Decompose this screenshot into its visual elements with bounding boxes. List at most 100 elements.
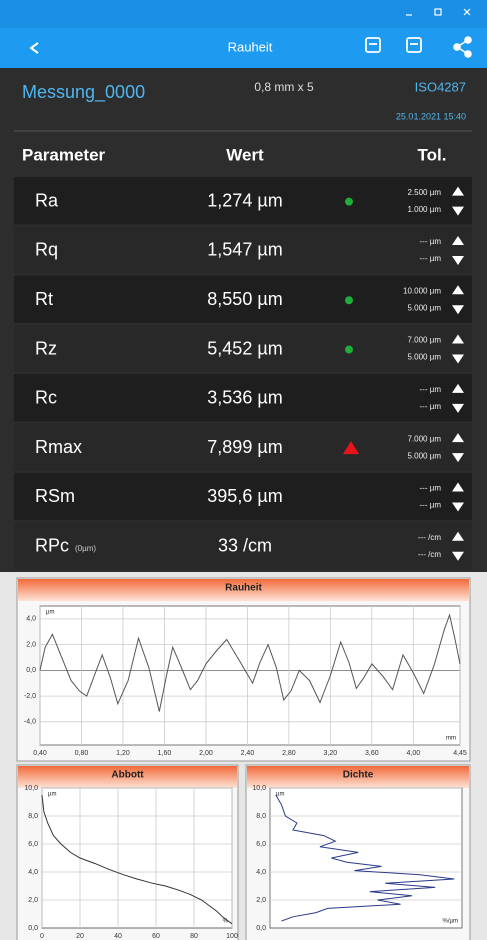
upper-arrow[interactable] [452, 433, 464, 443]
upper-arrow[interactable] [452, 383, 464, 393]
parameter-value: 7,899 µm [207, 437, 282, 457]
tolerance-lower: --- µm [420, 254, 442, 263]
tolerance-lower: 1.000 µm [407, 205, 441, 214]
data-line [41, 794, 233, 925]
y-tick-label: 10,0 [252, 785, 266, 792]
parameter-value: 395,6 µm [207, 486, 282, 506]
tolerance-upper: 7.000 µm [407, 434, 441, 443]
x-tick-label: 1,60 [158, 750, 172, 757]
chart-header [18, 579, 469, 601]
table-row [14, 226, 472, 274]
back-button[interactable] [29, 42, 39, 54]
nav-title: Rauheit [228, 39, 273, 54]
tolerance-upper: 10.000 µm [403, 286, 441, 295]
y-tick-label: 4,0 [28, 869, 38, 876]
y-tick-label: 0,0 [28, 925, 38, 932]
chart-header [247, 766, 469, 788]
y-unit: µm [48, 792, 56, 798]
x-unit: %/µm [443, 919, 458, 925]
column-header: Tol. [418, 145, 447, 164]
y-tick-label: 8,0 [256, 813, 266, 820]
parameter-name: Ra [35, 190, 59, 210]
parameter-name: RSm [35, 486, 75, 506]
x-tick-label: 0,80 [75, 750, 89, 757]
upper-arrow[interactable] [452, 531, 464, 541]
parameter-value: 1,547 µm [207, 240, 282, 260]
chart-title: Rauheit [225, 583, 262, 594]
x-tick-label: 2,80 [282, 750, 296, 757]
upper-arrow[interactable] [452, 482, 464, 492]
x-tick-label: 4,00 [407, 750, 421, 757]
y-unit: µm [276, 792, 284, 798]
table-row [14, 275, 472, 323]
tolerance-lower: --- /cm [418, 550, 441, 559]
x-tick-label: 80 [190, 933, 198, 940]
status-fail [343, 441, 359, 455]
parameter-value: 8,550 µm [207, 289, 282, 309]
plot-area [269, 787, 463, 929]
lower-arrow[interactable] [452, 305, 464, 315]
save-button[interactable] [365, 37, 381, 53]
title-bar [0, 0, 487, 28]
upper-arrow[interactable] [452, 235, 464, 245]
lower-arrow[interactable] [452, 354, 464, 364]
chart-title: Dichte [343, 770, 374, 781]
y-tick-label: 2,0 [256, 897, 266, 904]
upper-arrow[interactable] [452, 285, 464, 295]
parameter-value: 5,452 µm [207, 338, 282, 358]
tolerance-lower: 5.000 µm [407, 451, 441, 460]
y-tick-label: 0,0 [256, 925, 266, 932]
table-row [14, 472, 472, 521]
y-unit: µm [46, 610, 54, 616]
column-header: Wert [226, 145, 264, 164]
upper-arrow[interactable] [452, 334, 464, 344]
lower-arrow[interactable] [452, 403, 464, 413]
parameter-subscript: (0µm) [75, 544, 96, 553]
y-tick-label: 4,0 [26, 616, 36, 623]
tolerance-lower: --- µm [420, 402, 442, 411]
plot-area [41, 787, 233, 929]
status-ok [345, 296, 353, 305]
data-line [39, 613, 461, 712]
x-tick-label: 0 [40, 933, 44, 940]
x-tick-label: 4,45 [453, 750, 467, 757]
status-ok [345, 345, 353, 354]
lower-arrow[interactable] [452, 453, 464, 463]
table-row [14, 423, 472, 471]
tolerance-lower: 5.000 µm [407, 353, 441, 362]
lower-arrow[interactable] [452, 255, 464, 265]
y-tick-label: 2,0 [26, 641, 36, 648]
parameter-name: Rmax [35, 437, 82, 457]
x-tick-label: 3,20 [324, 750, 338, 757]
x-tick-label: 40 [114, 933, 122, 940]
tolerance-upper: --- µm [420, 484, 442, 493]
tolerance-upper: 2.500 µm [407, 188, 441, 197]
share-button[interactable] [453, 36, 472, 58]
tolerance-upper: 7.000 µm [407, 336, 441, 345]
column-header: Parameter [22, 145, 106, 164]
table-row [14, 324, 472, 373]
lower-arrow[interactable] [452, 206, 464, 216]
save-as-button[interactable] [406, 37, 422, 53]
status-ok [345, 197, 353, 206]
table-row [14, 177, 472, 225]
cutoff: 0,8 mm x 5 [254, 80, 314, 94]
window-controls[interactable] [406, 8, 471, 16]
lower-arrow[interactable] [452, 502, 464, 512]
y-tick-label: -2,0 [24, 693, 36, 700]
y-tick-label: 0,0 [26, 667, 36, 674]
parameter-value: 33 /cm [218, 536, 272, 556]
data-line [275, 794, 455, 922]
chart-header [18, 766, 237, 788]
x-tick-label: 100 [226, 933, 238, 940]
x-tick-label: 2,40 [241, 750, 255, 757]
upper-arrow[interactable] [452, 186, 464, 196]
x-tick-label: 3,60 [365, 750, 379, 757]
x-tick-label: 0,40 [33, 750, 47, 757]
y-tick-label: -4,0 [24, 719, 36, 726]
parameter-value: 1,274 µm [207, 190, 282, 210]
y-tick-label: 6,0 [28, 841, 38, 848]
parameter-name: Rt [35, 289, 53, 309]
lower-arrow[interactable] [452, 551, 464, 561]
x-unit: mm [446, 736, 456, 742]
